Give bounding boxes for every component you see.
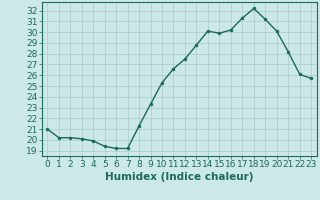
X-axis label: Humidex (Indice chaleur): Humidex (Indice chaleur)	[105, 172, 253, 182]
